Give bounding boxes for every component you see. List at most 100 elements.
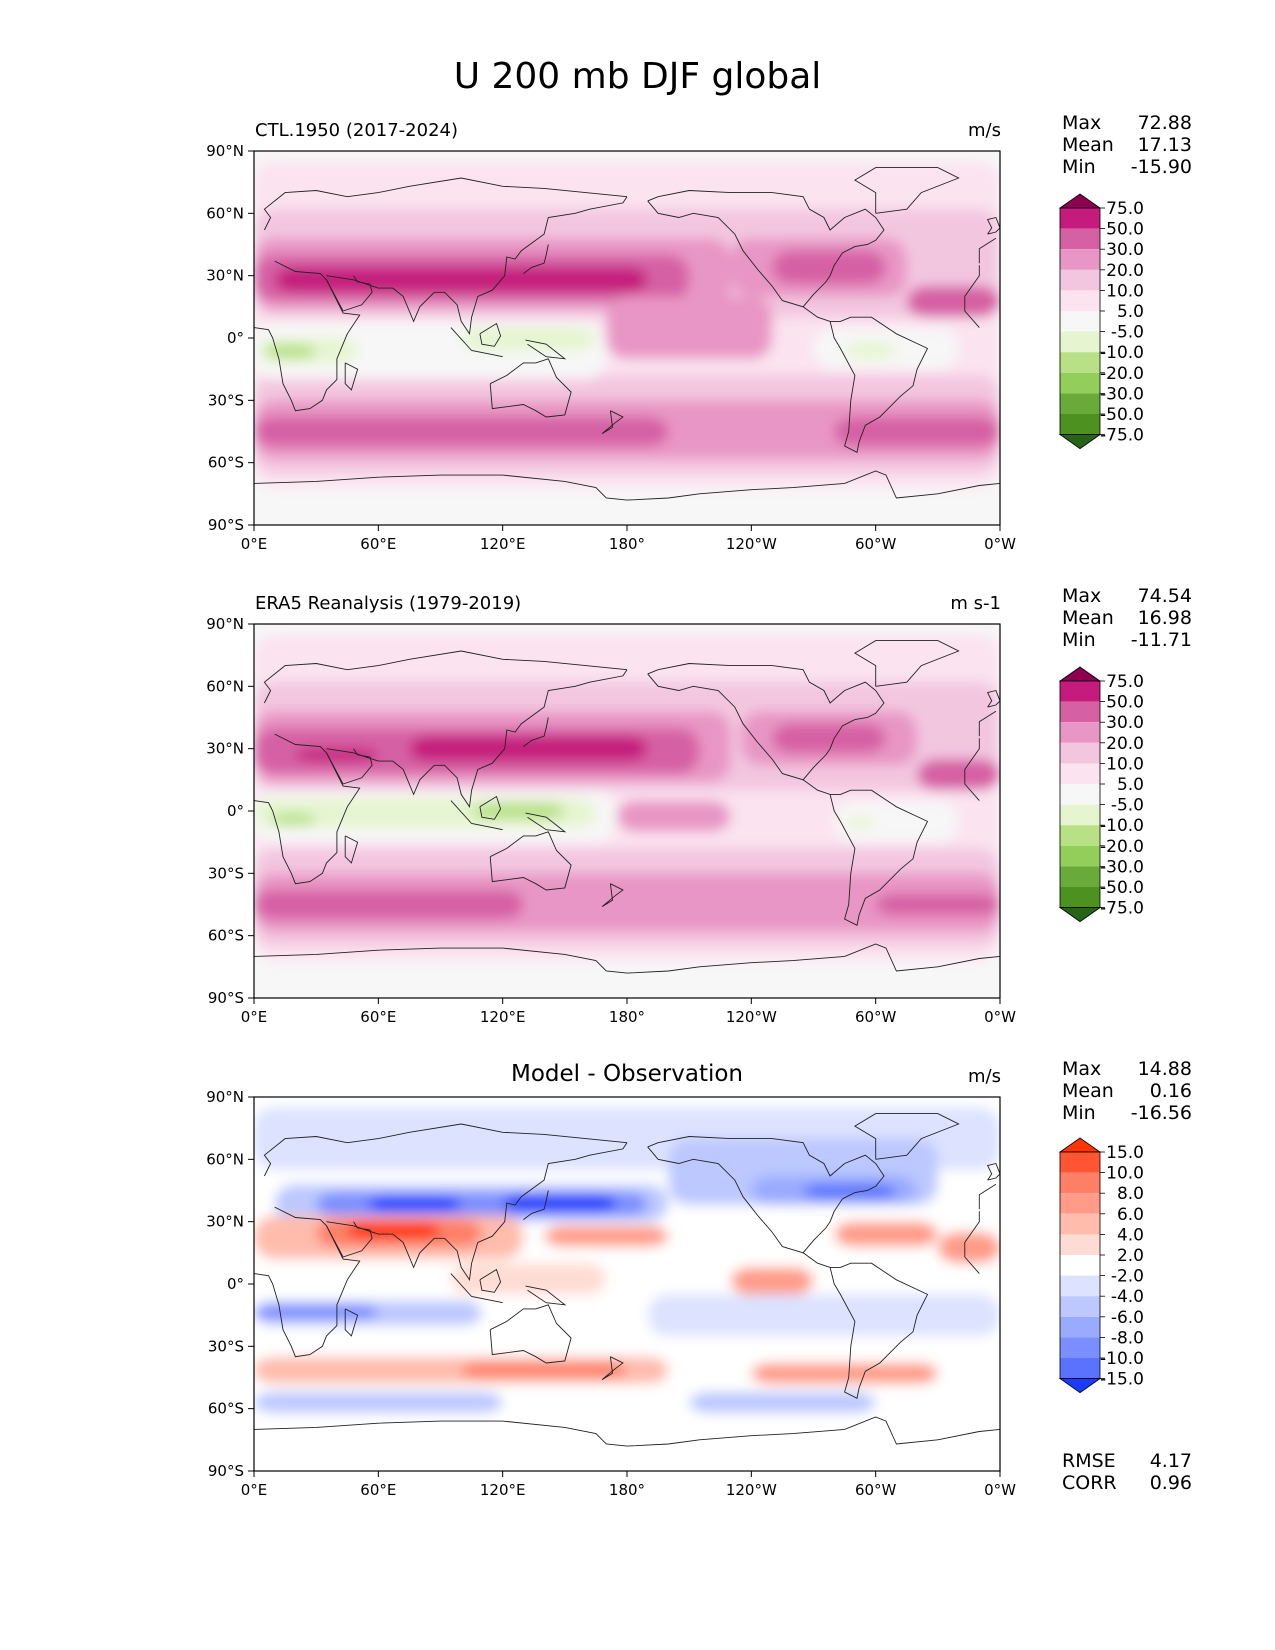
colorbar-tick-label: 10.0 <box>1106 754 1144 774</box>
wind-contour <box>730 1267 814 1295</box>
colorbar-frame <box>1059 680 1101 909</box>
coastline <box>647 190 885 308</box>
wind-contour <box>270 813 317 826</box>
colorbar-tick-label: 2.0 <box>1117 1246 1144 1266</box>
lon-tick-label: 0°E <box>241 535 268 553</box>
wind-contour <box>875 894 1000 915</box>
wind-contour <box>937 1232 1000 1264</box>
coastline <box>254 1416 1000 1447</box>
wind-contour <box>274 267 648 293</box>
wind-contour <box>606 296 773 359</box>
colorbar-segment <box>1060 1316 1100 1338</box>
colorbar-segment <box>1060 228 1100 250</box>
lon-tick-label: 60°W <box>855 1008 897 1026</box>
wind-contour <box>751 1362 938 1384</box>
wind-contour <box>264 344 317 359</box>
lon-tick-label: 0°E <box>241 1481 268 1499</box>
wind-contour <box>772 250 887 284</box>
lat-tick-label: 0° <box>227 802 244 820</box>
figure-title: U 200 mb DJF global <box>453 56 822 97</box>
colorbar-tick-label: -5.0 <box>1111 323 1144 343</box>
stat-min: Min -16.56 <box>1062 1102 1192 1124</box>
panel-observation: ERA5 Reanalysis (1979-2019) m s-1 90°N 60… <box>0 581 1275 1041</box>
stats-box: Max 14.88 Mean 0.16 Min -16.56 <box>1062 1058 1192 1124</box>
coastline <box>523 717 549 747</box>
lon-tick-label: 120°W <box>726 1008 777 1026</box>
colorbar-tick-label: -10.0 <box>1100 343 1144 363</box>
wind-contour <box>834 1221 938 1247</box>
units-label: m s-1 <box>950 593 1001 614</box>
colorbar-tick-label: 30.0 <box>1106 713 1144 733</box>
wind-contour <box>471 802 565 820</box>
lon-tick-label: 60°E <box>360 535 396 553</box>
coastline <box>479 322 502 347</box>
colorbar-extend-bottom <box>1058 907 1102 923</box>
lat-tick-label: 90°N <box>206 1088 244 1106</box>
colorbar-tick-label: 20.0 <box>1106 734 1144 754</box>
coastline <box>254 943 1000 974</box>
colorbar-segment <box>1060 249 1100 270</box>
colorbar-tick-label: 30.0 <box>1106 240 1144 260</box>
colorbar-tick-label: -15.0 <box>1100 1370 1144 1390</box>
wind-contour <box>772 723 887 753</box>
colorbar-segment <box>1060 1152 1100 1173</box>
coastline <box>854 1113 960 1160</box>
colorbar-segment <box>1060 763 1100 784</box>
coastline <box>986 689 1000 708</box>
coastline <box>601 883 624 907</box>
colorbar-tick-label: -75.0 <box>1100 899 1144 919</box>
lat-tick-label: 30°S <box>208 391 244 409</box>
lon-tick-label: 60°W <box>855 1481 897 1499</box>
colorbar-model: 75.050.030.020.010.05.0-5.0-10.0-20.0-30… <box>1058 193 1144 450</box>
colorbar-segment <box>1060 866 1100 887</box>
coastline <box>802 779 929 926</box>
wind-contour <box>254 1304 379 1320</box>
wind-contour <box>254 416 669 447</box>
coastline <box>525 1285 567 1306</box>
stat-min: Min -11.71 <box>1062 629 1192 651</box>
coastline <box>326 1221 373 1258</box>
stat-mean: Mean 17.13 <box>1062 134 1192 156</box>
stat-max: Max 14.88 <box>1062 1058 1192 1080</box>
colorbar-extend-top <box>1058 666 1102 682</box>
coastline <box>479 1268 502 1293</box>
coastline <box>854 640 960 687</box>
wind-contour <box>254 889 524 920</box>
lon-tick-label: 120°E <box>480 1481 526 1499</box>
coastline <box>263 650 997 737</box>
colorbar-segment <box>1060 208 1100 229</box>
coastline <box>489 358 572 418</box>
colorbar-tick-label: -20.0 <box>1100 837 1144 857</box>
lat-tick-label: 30°N <box>206 740 244 758</box>
coastline <box>254 260 980 412</box>
stat-mean: Mean 0.16 <box>1062 1080 1192 1102</box>
coastline <box>854 167 960 214</box>
colorbar-segment <box>1060 701 1100 723</box>
stat-min: Min -15.90 <box>1062 156 1192 178</box>
colorbar-segment <box>1060 845 1100 867</box>
coastline <box>254 470 1000 501</box>
lon-tick-label: 180° <box>609 535 645 553</box>
lon-tick-label: 0°W <box>984 1481 1016 1499</box>
wind-contour <box>834 416 1000 447</box>
coastline <box>601 410 624 434</box>
colorbar-extend-bottom <box>1058 1378 1102 1394</box>
units-label: m/s <box>968 120 1001 141</box>
lon-tick-label: 180° <box>609 1481 645 1499</box>
wind-contour <box>409 736 648 762</box>
colorbar-tick-label: 10.0 <box>1106 1164 1144 1184</box>
coastline <box>986 1162 1000 1181</box>
lat-tick-label: 90°N <box>206 615 244 633</box>
colorbar-segment <box>1060 1213 1100 1235</box>
colorbar-tick-label: -20.0 <box>1100 364 1144 384</box>
wind-contour <box>803 1184 897 1199</box>
panel-title: CTL.1950 (2017-2024) <box>255 120 459 141</box>
colorbar-tick-label: -8.0 <box>1111 1328 1144 1348</box>
colorbar-observation: 75.050.030.020.010.05.0-5.0-10.0-20.0-30… <box>1058 666 1144 923</box>
colorbar-tick-label: -5.0 <box>1111 796 1144 816</box>
wind-contour <box>616 800 731 832</box>
lat-tick-label: 30°S <box>208 864 244 882</box>
wind-contour <box>647 1294 1000 1336</box>
panel-difference: Model - Observation m/s 90°N 60°N 30°N 0° 30… <box>0 1052 1275 1512</box>
colorbar-segment <box>1060 825 1100 846</box>
